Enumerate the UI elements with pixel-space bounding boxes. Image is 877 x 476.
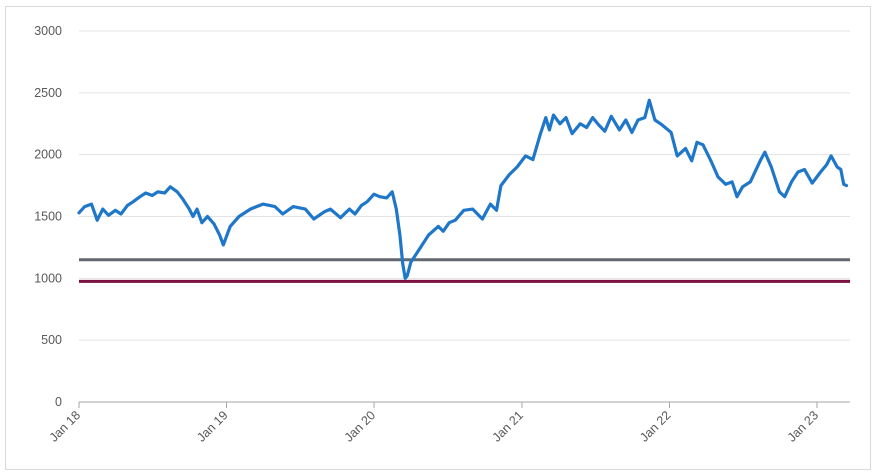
x-tick-label-1: Jan 19 xyxy=(194,408,230,444)
x-tick-label-0: Jan 18 xyxy=(47,408,83,444)
x-tick-label-4: Jan 22 xyxy=(637,408,673,444)
series-layer xyxy=(77,98,849,280)
y-tick-label-0: 0 xyxy=(55,395,62,409)
y-tick-label-500: 500 xyxy=(41,333,62,347)
x-tick-label-5: Jan 23 xyxy=(785,408,821,444)
reference-lines xyxy=(79,258,850,283)
x-axis: Jan 18 Jan 19 Jan 20 Jan 21 Jan 22 Jan 23 xyxy=(47,401,850,445)
y-tick-label-2500: 2500 xyxy=(34,86,62,100)
chart-frame xyxy=(5,6,871,470)
y-tick-label-3000: 3000 xyxy=(34,24,62,38)
y-axis: 0 500 1000 1500 2000 2500 3000 xyxy=(34,24,62,409)
y-tick-label-1500: 1500 xyxy=(34,210,62,224)
x-tick-label-2: Jan 20 xyxy=(342,408,378,444)
x-tick-label-3: Jan 21 xyxy=(490,408,526,444)
y-tick-label-1000: 1000 xyxy=(34,271,62,285)
series-line-0 xyxy=(77,98,849,280)
y-tick-label-2000: 2000 xyxy=(34,148,62,162)
